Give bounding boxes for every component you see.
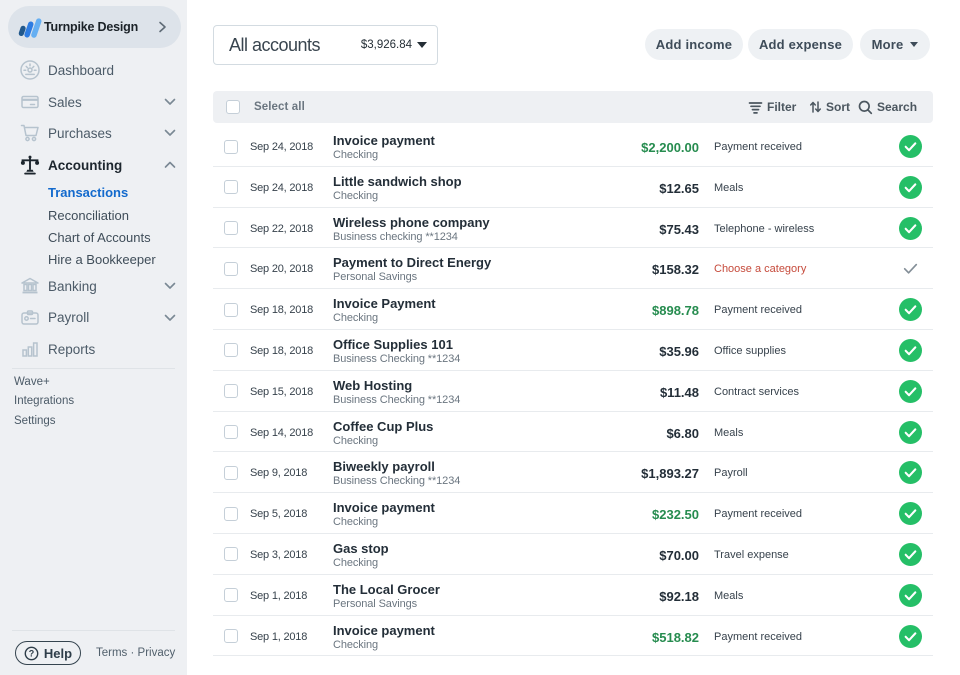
svg-text:?: ? — [29, 648, 35, 658]
